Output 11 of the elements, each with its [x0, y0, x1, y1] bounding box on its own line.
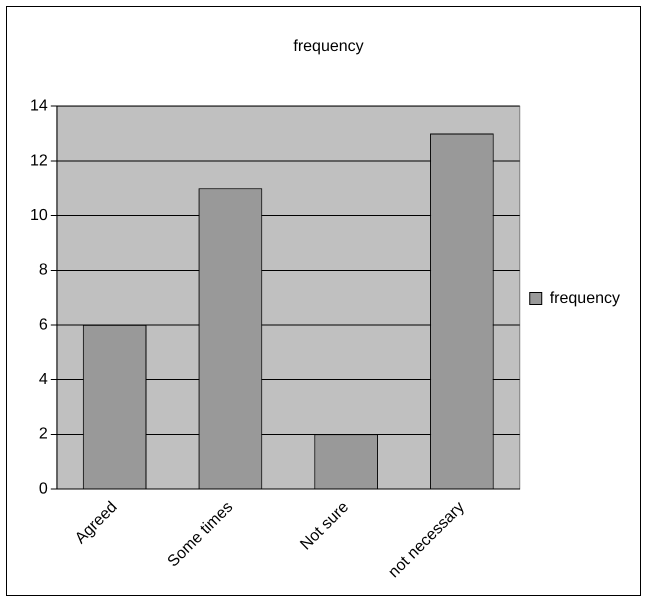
y-tick-label: 4	[38, 371, 48, 388]
y-tick-label: 2	[38, 426, 48, 443]
y-tick-label: 12	[30, 152, 48, 170]
chart-title: frequency	[293, 38, 364, 56]
y-tick-label: 14	[30, 98, 48, 115]
y-tick-label: 6	[38, 316, 48, 334]
legend-label: frequency	[550, 290, 620, 307]
y-tick-label: 0	[38, 480, 48, 498]
x-tick-label: Not sure	[297, 498, 352, 554]
y-tick-label: 10	[30, 206, 48, 224]
y-tick-label: 8	[38, 262, 48, 279]
